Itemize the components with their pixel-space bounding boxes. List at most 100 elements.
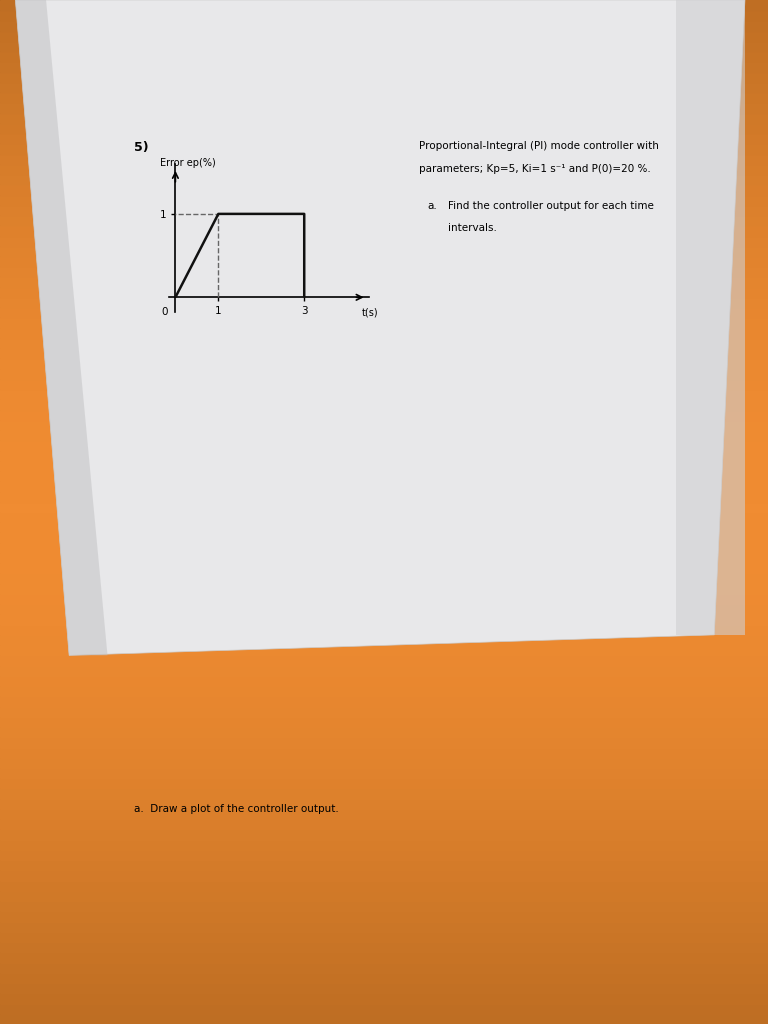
Bar bbox=[0, 369, 768, 379]
Bar bbox=[0, 174, 768, 184]
Bar bbox=[0, 481, 768, 492]
Bar bbox=[0, 379, 768, 389]
Bar bbox=[0, 82, 768, 92]
Bar bbox=[0, 205, 768, 215]
Bar bbox=[0, 563, 768, 573]
Bar bbox=[0, 635, 768, 645]
Bar bbox=[0, 461, 768, 471]
Bar bbox=[0, 809, 768, 819]
Bar bbox=[0, 236, 768, 246]
Bar bbox=[0, 61, 768, 72]
Bar bbox=[0, 891, 768, 901]
Bar bbox=[0, 922, 768, 932]
Bar bbox=[0, 799, 768, 809]
Bar bbox=[0, 584, 768, 594]
Ellipse shape bbox=[178, 184, 466, 389]
Bar bbox=[0, 870, 768, 881]
Bar bbox=[0, 348, 768, 358]
Bar bbox=[0, 963, 768, 973]
Bar bbox=[0, 451, 768, 461]
Bar bbox=[0, 430, 768, 440]
Bar bbox=[0, 1004, 768, 1014]
Bar bbox=[0, 993, 768, 1004]
Bar bbox=[0, 266, 768, 276]
Text: 0: 0 bbox=[161, 307, 168, 317]
Bar bbox=[0, 195, 768, 205]
Bar bbox=[0, 717, 768, 727]
Bar bbox=[0, 829, 768, 840]
Bar bbox=[0, 768, 768, 778]
Bar bbox=[0, 92, 768, 102]
Ellipse shape bbox=[265, 246, 380, 328]
Bar bbox=[0, 338, 768, 348]
Text: a.  Draw a plot of the controller output.: a. Draw a plot of the controller output. bbox=[134, 804, 339, 814]
Bar bbox=[0, 983, 768, 993]
Bar bbox=[0, 31, 768, 41]
Bar bbox=[0, 860, 768, 870]
Text: intervals.: intervals. bbox=[448, 223, 497, 233]
Bar bbox=[0, 72, 768, 82]
Bar bbox=[0, 154, 768, 164]
Bar bbox=[0, 758, 768, 768]
Bar bbox=[0, 307, 768, 317]
Bar bbox=[0, 399, 768, 410]
Text: a.: a. bbox=[428, 201, 438, 211]
Bar bbox=[0, 655, 768, 666]
Bar bbox=[0, 727, 768, 737]
Bar bbox=[0, 420, 768, 430]
Text: 5): 5) bbox=[134, 141, 149, 155]
Bar bbox=[0, 604, 768, 614]
Bar bbox=[0, 778, 768, 788]
Bar bbox=[0, 911, 768, 922]
Bar bbox=[0, 276, 768, 287]
Bar bbox=[0, 328, 768, 338]
Text: parameters; Kp=5, Ki=1 s⁻¹ and P(0)=20 %.: parameters; Kp=5, Ki=1 s⁻¹ and P(0)=20 %… bbox=[419, 164, 650, 174]
Bar bbox=[0, 666, 768, 676]
Bar bbox=[0, 737, 768, 748]
Bar bbox=[0, 748, 768, 758]
Bar bbox=[0, 492, 768, 502]
Bar bbox=[0, 184, 768, 195]
Ellipse shape bbox=[219, 213, 426, 360]
Bar bbox=[0, 573, 768, 584]
Bar bbox=[0, 41, 768, 51]
Bar bbox=[0, 532, 768, 543]
Bar bbox=[0, 10, 768, 20]
Text: Error ep(%): Error ep(%) bbox=[161, 158, 216, 168]
Bar bbox=[0, 881, 768, 891]
Bar bbox=[0, 389, 768, 399]
Bar bbox=[0, 543, 768, 553]
Text: Proportional-Integral (PI) mode controller with: Proportional-Integral (PI) mode controll… bbox=[419, 141, 658, 152]
Bar bbox=[0, 676, 768, 686]
Bar bbox=[0, 614, 768, 625]
Bar bbox=[0, 471, 768, 481]
Bar bbox=[0, 256, 768, 266]
Bar bbox=[0, 932, 768, 942]
Bar bbox=[0, 297, 768, 307]
Text: Find the controller output for each time: Find the controller output for each time bbox=[448, 201, 654, 211]
Bar bbox=[0, 952, 768, 963]
Bar bbox=[0, 522, 768, 532]
Bar bbox=[0, 645, 768, 655]
Bar bbox=[0, 553, 768, 563]
Ellipse shape bbox=[293, 266, 352, 307]
Bar bbox=[0, 440, 768, 451]
Bar bbox=[0, 850, 768, 860]
Bar bbox=[0, 358, 768, 369]
Bar bbox=[0, 317, 768, 328]
Bar bbox=[0, 225, 768, 236]
Bar bbox=[0, 973, 768, 983]
Bar bbox=[0, 102, 768, 113]
Polygon shape bbox=[15, 0, 108, 655]
Polygon shape bbox=[676, 0, 745, 635]
Text: t(s): t(s) bbox=[362, 307, 379, 317]
Bar bbox=[0, 133, 768, 143]
Bar bbox=[0, 512, 768, 522]
Bar bbox=[0, 410, 768, 420]
Bar bbox=[0, 123, 768, 133]
Bar bbox=[0, 215, 768, 225]
Bar bbox=[0, 819, 768, 829]
Bar bbox=[0, 625, 768, 635]
Polygon shape bbox=[15, 0, 745, 655]
Bar bbox=[0, 502, 768, 512]
